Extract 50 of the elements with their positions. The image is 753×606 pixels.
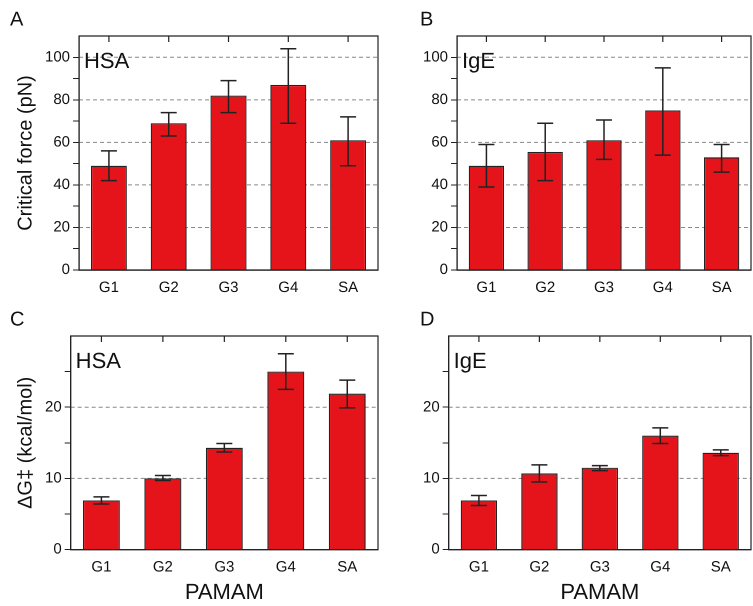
x-tick-label: G4 [650, 558, 670, 576]
x-tick-label: G4 [276, 558, 296, 576]
x-tick-label: SA [337, 558, 358, 576]
x-tick-label: G1 [98, 279, 119, 296]
y-tick-label: 80 [53, 90, 70, 108]
x-tick-label: SA [338, 279, 358, 296]
x-tick-label: G3 [594, 279, 614, 296]
y-tick-label: 10 [422, 470, 440, 487]
x-tick-label: G2 [529, 558, 550, 576]
chart-title: B [420, 8, 434, 31]
y-tick-label: 20 [53, 218, 70, 236]
annotation: IgE [462, 48, 496, 74]
x-tick-label: G1 [468, 558, 489, 576]
y-tick-label: 40 [431, 176, 448, 194]
y-tick-label: 0 [440, 261, 448, 278]
y-axis-title: ΔG‡ (kcal/mol) [14, 376, 37, 509]
x-axis-title: PAMAM [184, 578, 264, 604]
chart-title: D [420, 308, 434, 331]
chart-title: A [10, 8, 24, 31]
y-tick-label: 0 [62, 261, 70, 278]
y-tick-label: 0 [431, 540, 440, 558]
x-tick-label: SA [712, 279, 732, 296]
y-tick-label: 80 [431, 90, 448, 108]
x-tick-label: G2 [158, 279, 179, 296]
x-tick-label: G4 [278, 279, 298, 296]
y-tick-label: 60 [431, 134, 448, 151]
y-tick-label: 10 [44, 470, 62, 487]
y-tick-label: 20 [431, 218, 448, 236]
x-axis-title: PAMAM [560, 578, 640, 604]
chart-title: C [10, 308, 24, 331]
y-tick-label: 60 [53, 134, 70, 151]
x-tick-label: G1 [91, 558, 112, 576]
x-tick-label: G4 [652, 279, 673, 296]
y-axis-title: Critical force (pN) [14, 75, 37, 231]
y-tick-label: 0 [53, 540, 62, 558]
x-tick-label: SA [710, 558, 731, 576]
annotation: HSA [84, 48, 130, 74]
x-tick-label: G2 [535, 279, 556, 296]
y-tick-label: 100 [44, 48, 70, 66]
x-tick-label: G3 [590, 558, 610, 576]
y-tick-label: 20 [422, 398, 440, 416]
x-tick-label: G3 [218, 279, 239, 296]
annotation: IgE [454, 348, 487, 374]
y-tick-label: 20 [44, 398, 62, 416]
y-tick-label: 40 [53, 176, 70, 194]
annotation: HSA [76, 348, 122, 374]
x-tick-label: G2 [152, 558, 173, 576]
y-tick-label: 100 [422, 48, 448, 66]
x-tick-label: G1 [476, 279, 496, 296]
x-tick-label: G3 [214, 558, 234, 576]
